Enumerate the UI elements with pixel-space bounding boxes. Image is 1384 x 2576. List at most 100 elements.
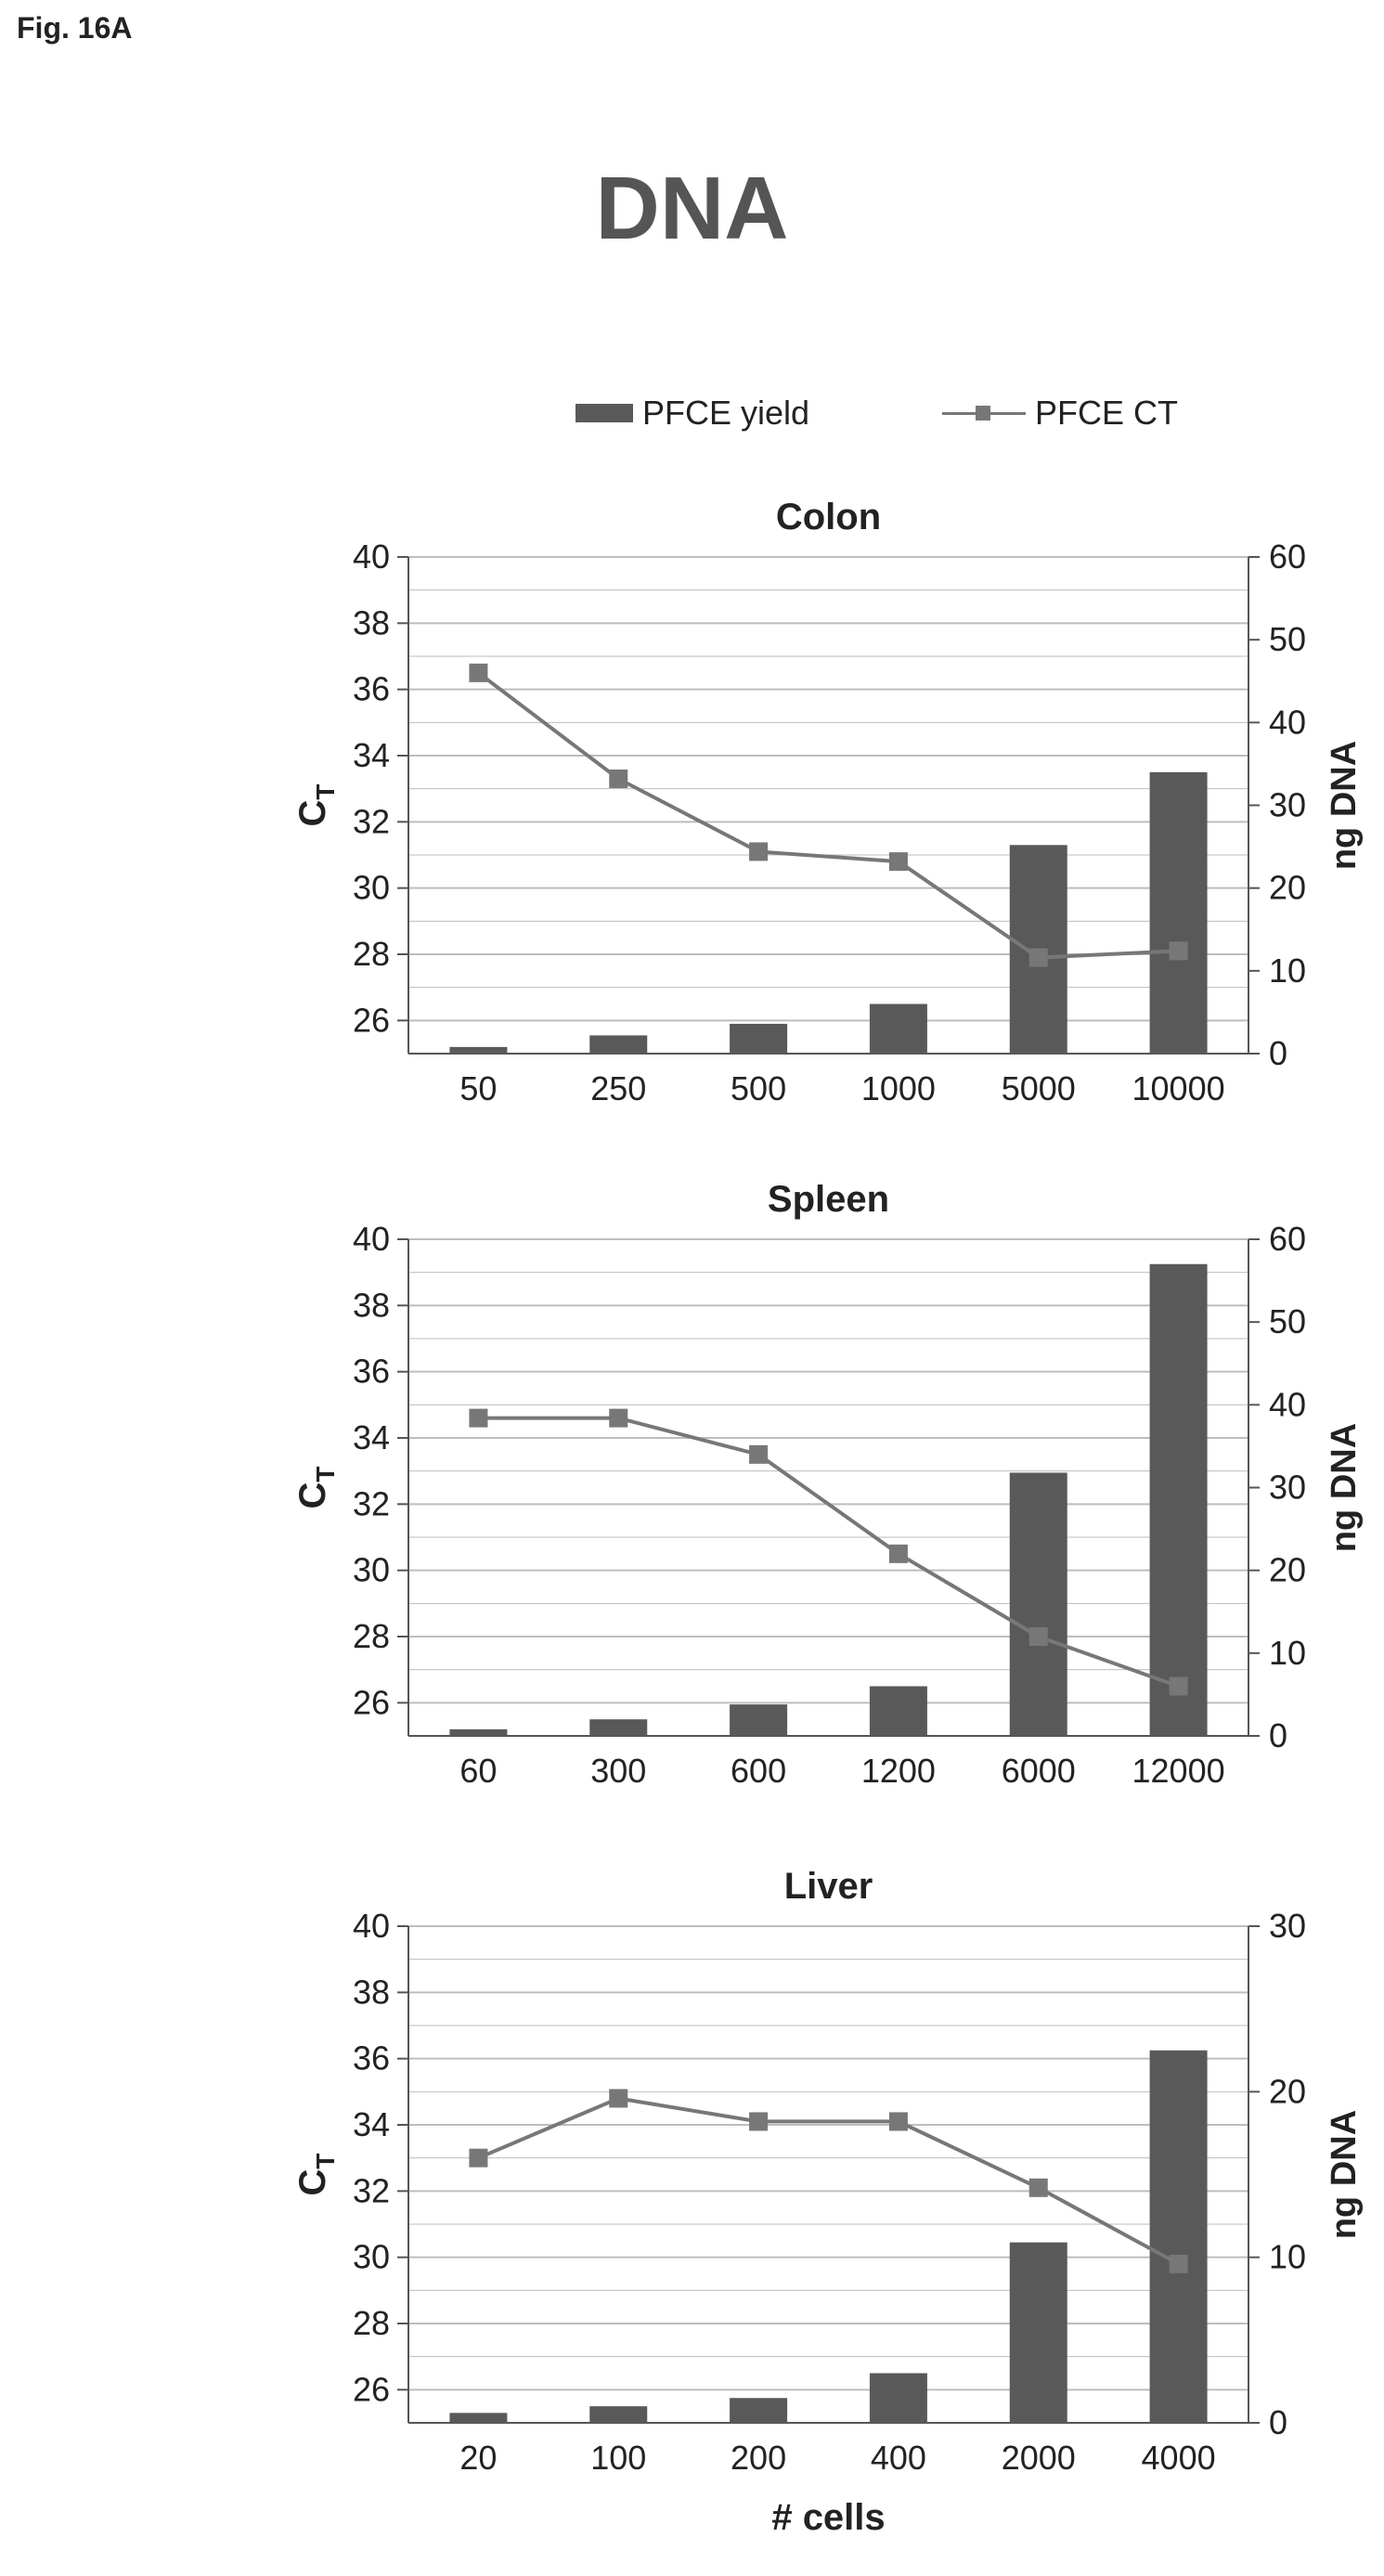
left-axis-title-sub: T bbox=[311, 2154, 340, 2169]
bar bbox=[869, 1003, 927, 1054]
bar bbox=[589, 1035, 648, 1054]
right-tick-label: 0 bbox=[1269, 2403, 1287, 2441]
line-point bbox=[609, 2089, 628, 2108]
bar bbox=[449, 2413, 508, 2423]
right-axis-title: ng DNA bbox=[1325, 741, 1364, 870]
bar bbox=[869, 2373, 927, 2423]
left-tick-label: 32 bbox=[353, 2171, 390, 2209]
bar bbox=[730, 1023, 788, 1054]
legend-item-bar: PFCE yield bbox=[576, 390, 809, 436]
x-tick-label: 200 bbox=[731, 2439, 786, 2477]
left-tick-label: 40 bbox=[353, 1220, 390, 1258]
line-series bbox=[477, 671, 1179, 960]
line-point bbox=[1169, 1676, 1188, 1696]
left-tick-label: 26 bbox=[353, 1001, 390, 1039]
right-tick-label: 0 bbox=[1269, 1716, 1287, 1754]
right-tick-label: 30 bbox=[1269, 786, 1306, 824]
left-tick-label: 38 bbox=[353, 1973, 390, 2011]
line-point bbox=[749, 2112, 769, 2131]
bar bbox=[1009, 2242, 1067, 2423]
chart-title: Spleen bbox=[768, 1179, 889, 1220]
right-tick-label: 60 bbox=[1269, 1220, 1306, 1258]
bar bbox=[1149, 771, 1208, 1054]
line-point bbox=[749, 842, 769, 861]
bar-series bbox=[449, 771, 1208, 1054]
right-tick-label: 20 bbox=[1269, 2072, 1306, 2110]
right-tick-label: 10 bbox=[1269, 951, 1306, 990]
line-point bbox=[469, 663, 488, 682]
x-tick-label: 1200 bbox=[861, 1752, 936, 1790]
bar bbox=[869, 1686, 927, 1736]
left-axis-title-sub: T bbox=[311, 784, 340, 800]
x-tick-label: 1000 bbox=[861, 1069, 936, 1107]
line-point bbox=[1028, 2178, 1048, 2197]
left-tick-label: 38 bbox=[353, 603, 390, 641]
right-tick-label: 40 bbox=[1269, 703, 1306, 741]
line-point bbox=[888, 852, 908, 872]
bar bbox=[1009, 1472, 1067, 1736]
left-tick-label: 36 bbox=[353, 2039, 390, 2078]
line-series bbox=[477, 2096, 1180, 2266]
bar bbox=[730, 2398, 788, 2423]
line-point bbox=[469, 2148, 488, 2168]
x-axis-title: # cells bbox=[771, 2497, 885, 2538]
left-tick-label: 34 bbox=[353, 2105, 390, 2143]
left-tick-label: 30 bbox=[353, 2238, 390, 2276]
left-tick-label: 40 bbox=[353, 1907, 390, 1945]
left-tick-label: 28 bbox=[353, 935, 390, 973]
left-tick-label: 32 bbox=[353, 802, 390, 840]
left-axis-title-sub: T bbox=[311, 1467, 340, 1482]
right-tick-label: 20 bbox=[1269, 869, 1306, 907]
x-tick-label: 100 bbox=[590, 2439, 646, 2477]
gridlines bbox=[408, 1925, 1248, 2424]
right-tick-label: 50 bbox=[1269, 1302, 1306, 1340]
legend-line-label: PFCE CT bbox=[1035, 394, 1179, 432]
x-tick-label: 20 bbox=[459, 2439, 497, 2477]
left-tick-label: 30 bbox=[353, 1551, 390, 1589]
line-point bbox=[1028, 1627, 1048, 1646]
bar bbox=[589, 2406, 648, 2423]
legend: PFCE yield PFCE CT bbox=[576, 390, 1225, 436]
right-tick-label: 50 bbox=[1269, 620, 1306, 658]
right-axis-title: ng DNA bbox=[1325, 1423, 1364, 1552]
left-tick-label: 36 bbox=[353, 1353, 390, 1391]
right-tick-label: 30 bbox=[1269, 1907, 1306, 1945]
line-point bbox=[749, 1444, 769, 1464]
x-tick-label: 400 bbox=[871, 2439, 926, 2477]
x-tick-label: 60 bbox=[459, 1752, 497, 1790]
left-axis-title-main: C bbox=[292, 1482, 333, 1509]
right-tick-label: 0 bbox=[1269, 1034, 1287, 1072]
left-tick-label: 30 bbox=[353, 869, 390, 907]
bar-series bbox=[449, 2050, 1208, 2423]
line-point bbox=[1169, 941, 1188, 961]
legend-item-line: PFCE CT bbox=[942, 390, 1178, 436]
right-tick-label: 60 bbox=[1269, 537, 1306, 576]
right-tick-label: 40 bbox=[1269, 1385, 1306, 1423]
left-tick-label: 38 bbox=[353, 1286, 390, 1324]
bar bbox=[1149, 2050, 1208, 2423]
chart-title: Colon bbox=[776, 497, 881, 537]
gridlines bbox=[408, 556, 1248, 1055]
legend-line-swatch bbox=[942, 406, 1026, 421]
chart-title: Liver bbox=[784, 1866, 873, 1907]
right-tick-label: 20 bbox=[1269, 1551, 1306, 1589]
right-tick-label: 10 bbox=[1269, 1634, 1306, 1672]
figure-label: Fig. 16A bbox=[17, 11, 133, 45]
line-point bbox=[609, 769, 628, 788]
left-tick-label: 28 bbox=[353, 1617, 390, 1655]
main-title: DNA bbox=[595, 159, 789, 258]
line-point bbox=[609, 1408, 628, 1428]
left-axis-title: CT bbox=[292, 1467, 340, 1509]
bar bbox=[1149, 1263, 1208, 1736]
line-point bbox=[1028, 948, 1048, 967]
line-series bbox=[478, 1416, 1180, 1689]
left-tick-label: 34 bbox=[353, 1418, 390, 1456]
left-tick-label: 40 bbox=[353, 537, 390, 576]
left-tick-label: 26 bbox=[353, 1683, 390, 1721]
left-tick-label: 36 bbox=[353, 670, 390, 708]
right-tick-label: 30 bbox=[1269, 1469, 1306, 1507]
left-tick-label: 26 bbox=[353, 2370, 390, 2408]
x-tick-label: 600 bbox=[731, 1752, 786, 1790]
